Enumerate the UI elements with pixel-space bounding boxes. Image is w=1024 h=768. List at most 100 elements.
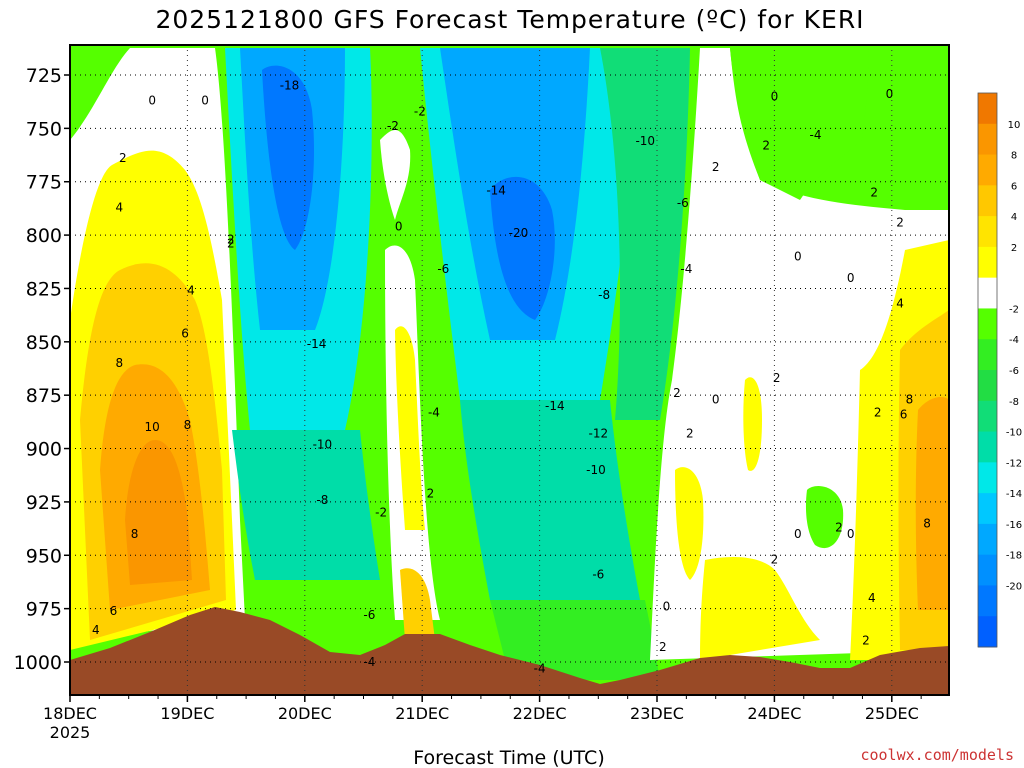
credit-text: coolwx.com/models bbox=[860, 746, 1014, 764]
contour-label: 10 bbox=[145, 420, 160, 434]
y-tick-label: 900 bbox=[26, 439, 62, 461]
yellow-region-right-a bbox=[743, 377, 762, 471]
colorbar-swatch bbox=[978, 462, 997, 494]
colorbar-tick-label: 8 bbox=[1011, 151, 1017, 162]
contour-label: 2 bbox=[862, 634, 870, 648]
contour-label: 0 bbox=[201, 94, 209, 108]
contour-label: 2 bbox=[659, 640, 667, 654]
x-tick-label: 21DEC bbox=[395, 704, 449, 723]
colorbar-tick-label: -12 bbox=[1006, 458, 1022, 469]
y-tick-label: 800 bbox=[26, 225, 62, 247]
colorbar-swatch bbox=[978, 185, 997, 217]
colorbar-swatch bbox=[978, 400, 997, 433]
x-axis-label: Forecast Time (UTC) bbox=[413, 747, 604, 768]
y-tick-label: 975 bbox=[26, 599, 62, 621]
x-tick-label: 20DEC bbox=[278, 704, 332, 723]
contour-label: 4 bbox=[187, 284, 195, 298]
contour-label: 2 bbox=[427, 486, 435, 500]
colorbar-tick-label: 4 bbox=[1011, 212, 1017, 223]
colorbar-swatch bbox=[978, 308, 997, 340]
contour-label: 0 bbox=[847, 527, 855, 541]
y-tick-label: 750 bbox=[26, 118, 62, 140]
y-tick-label: 850 bbox=[26, 332, 62, 354]
colorbar-tick-label: 6 bbox=[1011, 181, 1017, 192]
contour-label: -8 bbox=[316, 493, 328, 507]
colorbar-swatch bbox=[978, 493, 997, 525]
y-tick-label: 1000 bbox=[14, 652, 62, 674]
colorbar-swatch bbox=[978, 154, 997, 186]
contour-label: -20 bbox=[509, 226, 529, 240]
cold-region-h bbox=[460, 400, 640, 600]
contour-label: 6 bbox=[900, 407, 908, 421]
green-region-right bbox=[730, 48, 869, 200]
contour-label: 8 bbox=[131, 527, 139, 541]
contour-label: 2 bbox=[874, 405, 882, 419]
colorbar-swatch bbox=[978, 123, 997, 156]
contour-label: -2 bbox=[375, 506, 387, 520]
colorbar-tick-label: 2 bbox=[1011, 243, 1017, 254]
y-tick-label: 775 bbox=[26, 172, 62, 194]
colorbar-swatch bbox=[978, 246, 997, 279]
yellow-region-mid bbox=[395, 326, 425, 530]
contour-label: 2 bbox=[227, 237, 235, 251]
contour-label: 2 bbox=[870, 185, 878, 199]
orange-region-mid bbox=[400, 568, 435, 640]
colorbar-tick-label: 10 bbox=[1008, 120, 1021, 131]
gridlines bbox=[70, 45, 949, 695]
colorbar-swatch bbox=[978, 523, 997, 556]
colorbar-swatch bbox=[978, 616, 997, 648]
x-tick-label: 24DEC bbox=[747, 704, 801, 723]
y-tick-label: 875 bbox=[26, 385, 62, 407]
temperature-field bbox=[70, 45, 949, 695]
contour-label: -12 bbox=[588, 427, 608, 441]
contour-label: -8 bbox=[598, 288, 610, 302]
colorbar-tick-label: -16 bbox=[1006, 520, 1022, 531]
contour-label: -14 bbox=[545, 399, 565, 413]
cold-region-c bbox=[262, 65, 315, 251]
contour-label: 6 bbox=[110, 604, 118, 618]
colorbar-tick-label: -4 bbox=[1009, 335, 1019, 346]
contour-label: 8 bbox=[906, 392, 914, 406]
orange-region-right-b bbox=[915, 397, 949, 610]
contour-label: -6 bbox=[677, 196, 689, 210]
y-tick-label: 725 bbox=[26, 65, 62, 87]
contour-label: -14 bbox=[486, 183, 506, 197]
contour-label: 2 bbox=[673, 386, 681, 400]
contour-label: -2 bbox=[387, 119, 399, 133]
plot-frame bbox=[69, 44, 950, 696]
y-tick-label: 925 bbox=[26, 492, 62, 514]
contour-label: -4 bbox=[680, 262, 692, 276]
colorbar-tick-label: -2 bbox=[1009, 304, 1019, 315]
contour-label: 2 bbox=[762, 138, 770, 152]
contour-label: -18 bbox=[280, 79, 300, 93]
contour-label: 2 bbox=[896, 215, 904, 229]
colorbar-frame bbox=[977, 92, 998, 648]
x-tick-label: 18DEC bbox=[43, 704, 97, 723]
x-tick-label: 23DEC bbox=[630, 704, 684, 723]
colorbar-tick-label: -6 bbox=[1009, 366, 1019, 377]
contour-label: 8 bbox=[184, 418, 192, 432]
y-tick-label: 825 bbox=[26, 278, 62, 300]
terrain bbox=[70, 607, 949, 695]
cold-region-g bbox=[490, 176, 555, 320]
contour-label: -4 bbox=[428, 405, 440, 419]
colorbar-swatch bbox=[978, 431, 997, 463]
x-tick-label: 19DEC bbox=[160, 704, 214, 723]
contour-label: 2 bbox=[712, 160, 720, 174]
colorbar: 10 8 6 4 2 -2 -4 -6 -8 -10 -12 -14 -16 -18 -20 bbox=[977, 92, 1022, 648]
contour-label: -6 bbox=[437, 262, 449, 276]
contour-label: 4 bbox=[92, 623, 100, 637]
white-region-mid-top bbox=[380, 130, 411, 220]
contour-label: 2 bbox=[773, 371, 781, 385]
colorbar-swatch bbox=[978, 93, 997, 125]
cold-region-i bbox=[490, 600, 660, 680]
colorbar-swatch bbox=[978, 277, 997, 309]
contour-label: 0 bbox=[148, 94, 156, 108]
contour-label: 0 bbox=[712, 392, 720, 406]
contour-label: 0 bbox=[395, 220, 403, 234]
contour-label: 6 bbox=[181, 326, 189, 340]
y-tick-label: 950 bbox=[26, 545, 62, 567]
y-axis: 725 750 775 800 825 850 875 900 925 950 975 1000 bbox=[14, 65, 70, 674]
